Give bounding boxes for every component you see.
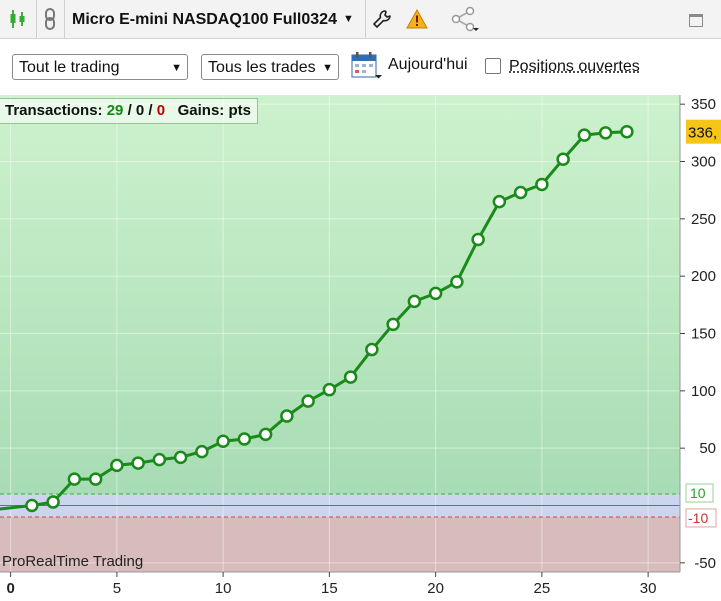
trade-point bbox=[386, 317, 400, 332]
x-tick-label: 10 bbox=[215, 580, 232, 597]
trade-point bbox=[535, 177, 549, 192]
filter-bar: Tout le trading ▼ Tous les trades ▼ Aujo… bbox=[0, 39, 721, 95]
share-icon[interactable] bbox=[448, 5, 482, 33]
toolbar-separator bbox=[64, 0, 65, 38]
loss-zone bbox=[0, 516, 680, 572]
upper-threshold-label: 10 bbox=[690, 485, 706, 501]
transactions-summary: Transactions: 29 / 0 / 0 Gains: pts bbox=[0, 98, 258, 124]
losing-trades-count: 0 bbox=[156, 102, 166, 119]
trade-point bbox=[46, 495, 60, 509]
trade-point bbox=[258, 427, 273, 442]
wrench-icon[interactable] bbox=[370, 5, 394, 33]
x-axis-area bbox=[0, 572, 721, 601]
instrument-selector[interactable]: Micro E-mini NASDAQ100 Full0324 ▼ bbox=[72, 0, 354, 38]
gains-unit-label: Gains: pts bbox=[177, 102, 251, 119]
trade-point bbox=[280, 409, 294, 423]
date-range-label[interactable]: Aujourd'hui bbox=[388, 56, 468, 73]
chevron-down-icon: ▼ bbox=[171, 62, 182, 74]
trade-point bbox=[110, 458, 124, 473]
trade-point bbox=[365, 342, 379, 357]
trade-point bbox=[301, 394, 315, 408]
trade-point bbox=[343, 370, 358, 384]
trades-filter-select[interactable]: Tous les trades ▼ bbox=[201, 54, 339, 80]
slash-separator: / bbox=[148, 102, 153, 119]
maximize-icon[interactable] bbox=[689, 14, 703, 27]
trade-point bbox=[577, 128, 592, 142]
toolbar-separator bbox=[365, 0, 366, 38]
trade-point bbox=[67, 472, 82, 486]
trade-point bbox=[237, 432, 252, 446]
toolbar-separator bbox=[36, 0, 37, 38]
instrument-name: Micro E-mini NASDAQ100 Full0324 bbox=[72, 11, 337, 28]
trade-point bbox=[216, 434, 230, 449]
profit-zone bbox=[0, 95, 680, 495]
toolbar: Micro E-mini NASDAQ100 Full0324 ▼ bbox=[0, 0, 721, 39]
y-tick-label: 150 bbox=[691, 326, 716, 343]
y-tick-label: 100 bbox=[691, 383, 716, 400]
trade-point bbox=[428, 286, 443, 301]
trade-point bbox=[450, 275, 464, 289]
trade-point bbox=[152, 452, 167, 467]
candlestick-icon[interactable] bbox=[5, 5, 31, 33]
calendar-icon[interactable] bbox=[351, 51, 383, 81]
x-tick-label: 5 bbox=[113, 580, 121, 597]
trade-point bbox=[513, 185, 528, 200]
warning-icon[interactable] bbox=[405, 5, 429, 33]
brand-watermark: ProRealTime Trading bbox=[2, 553, 144, 570]
trading-scope-value: Tout le trading bbox=[19, 59, 120, 76]
current-value-badge bbox=[686, 119, 721, 144]
y-tick-label: 200 bbox=[691, 268, 716, 285]
trade-point bbox=[131, 456, 145, 470]
slash-separator: / bbox=[127, 102, 132, 119]
trade-point bbox=[173, 450, 188, 465]
trade-point bbox=[25, 498, 39, 513]
winning-trades-count: 29 bbox=[106, 102, 124, 119]
lower-threshold-label: -10 bbox=[688, 510, 708, 526]
open-positions-label[interactable]: Positions ouvertes bbox=[509, 58, 640, 75]
y-tick-label: -50 bbox=[694, 555, 716, 572]
x-tick-label: 15 bbox=[321, 580, 338, 597]
open-positions-checkbox[interactable] bbox=[485, 58, 501, 74]
chevron-down-icon: ▼ bbox=[322, 62, 333, 74]
trade-point bbox=[407, 294, 422, 309]
trades-filter-value: Tous les trades bbox=[208, 59, 316, 76]
trade-point bbox=[598, 126, 613, 140]
y-tick-label: 50 bbox=[699, 440, 716, 457]
chevron-down-icon: ▼ bbox=[342, 13, 354, 25]
trade-point bbox=[88, 472, 103, 486]
equity-curve-chart: 350 300 250 200 150 100 50 -50 0 5 10 15 20 25 30 10 -10… bbox=[0, 95, 721, 601]
trade-point bbox=[620, 124, 634, 139]
upper-threshold-badge bbox=[685, 483, 714, 503]
x-tick-label: 0 bbox=[6, 580, 14, 597]
neutral-trades-count: 0 bbox=[135, 102, 145, 119]
y-tick-label: 300 bbox=[691, 154, 716, 171]
trade-point bbox=[556, 152, 570, 166]
current-value-label: 336, bbox=[688, 125, 717, 142]
y-tick-label: 350 bbox=[691, 96, 716, 113]
trade-point bbox=[492, 194, 507, 209]
y-tick-label: 250 bbox=[691, 211, 716, 228]
x-tick-label: 20 bbox=[427, 580, 444, 597]
trade-point bbox=[322, 382, 337, 397]
link-icon[interactable] bbox=[40, 5, 60, 33]
trading-scope-select[interactable]: Tout le trading ▼ bbox=[12, 54, 188, 80]
transactions-label: Transactions: bbox=[5, 102, 103, 119]
lower-threshold-badge bbox=[685, 508, 717, 528]
trade-point bbox=[471, 232, 485, 247]
x-tick-label: 30 bbox=[640, 580, 657, 597]
trade-point bbox=[195, 444, 209, 459]
x-tick-label: 25 bbox=[534, 580, 551, 597]
